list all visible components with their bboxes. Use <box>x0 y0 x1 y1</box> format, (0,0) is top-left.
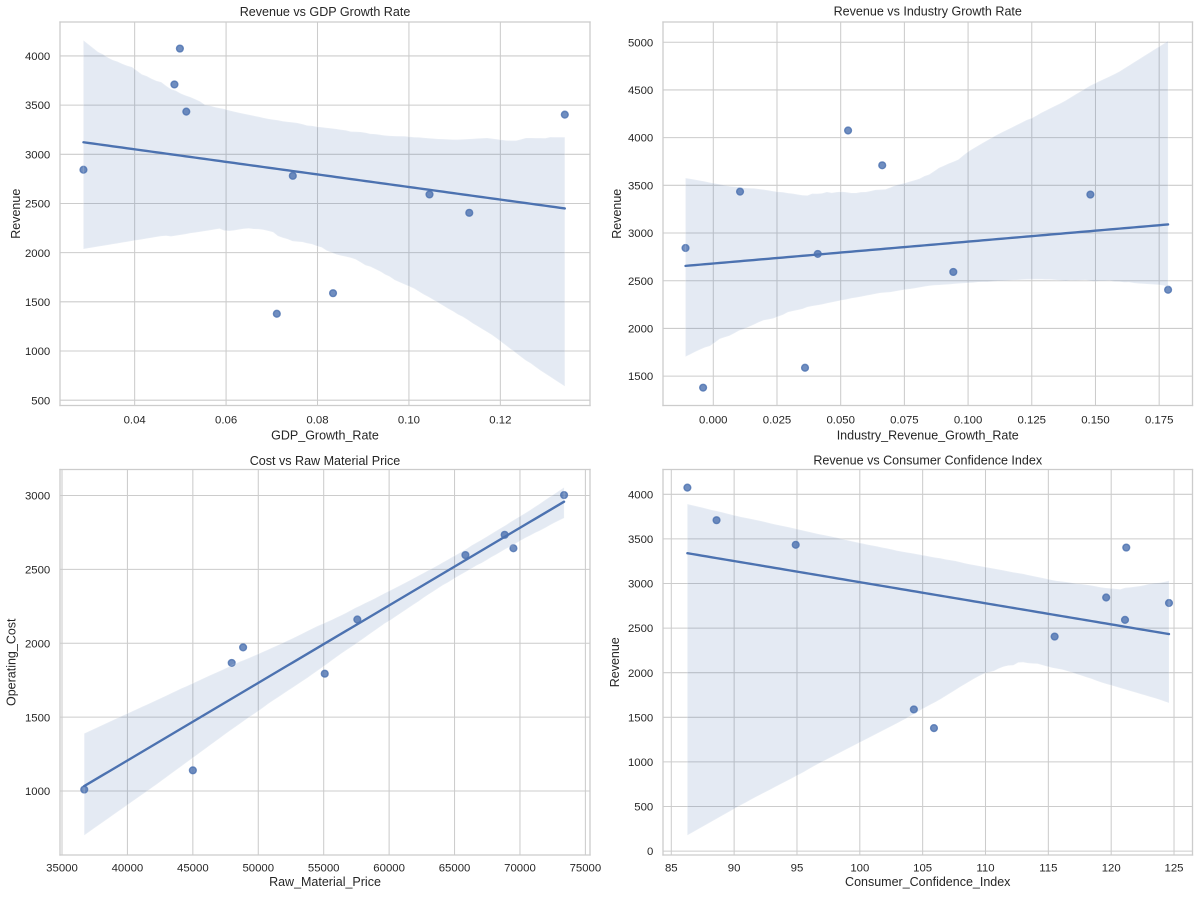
svg-text:Revenue vs Industry Growth Rat: Revenue vs Industry Growth Rate <box>834 5 1022 19</box>
svg-text:0.100: 0.100 <box>954 414 982 426</box>
svg-text:0.12: 0.12 <box>489 414 511 426</box>
svg-text:Cost vs Raw Material Price: Cost vs Raw Material Price <box>250 454 401 468</box>
svg-text:1000: 1000 <box>628 757 653 769</box>
svg-text:0.150: 0.150 <box>1081 414 1109 426</box>
svg-text:0: 0 <box>647 846 653 858</box>
svg-text:Revenue: Revenue <box>610 189 624 239</box>
svg-text:3500: 3500 <box>25 100 50 112</box>
svg-text:1000: 1000 <box>25 346 50 358</box>
svg-text:1500: 1500 <box>25 712 50 724</box>
svg-text:3500: 3500 <box>628 180 653 192</box>
svg-text:1000: 1000 <box>25 786 50 798</box>
svg-text:2000: 2000 <box>25 248 50 260</box>
svg-text:115: 115 <box>1039 862 1057 874</box>
svg-text:0.175: 0.175 <box>1145 414 1173 426</box>
svg-text:4000: 4000 <box>25 51 50 63</box>
svg-text:45000: 45000 <box>177 862 209 874</box>
svg-text:60000: 60000 <box>373 862 405 874</box>
svg-text:90: 90 <box>728 862 741 874</box>
svg-text:3000: 3000 <box>628 228 653 240</box>
svg-text:Revenue vs GDP Growth Rate: Revenue vs GDP Growth Rate <box>240 5 411 19</box>
svg-text:Consumer_Confidence_Index: Consumer_Confidence_Index <box>845 875 1011 889</box>
svg-text:2500: 2500 <box>25 199 50 211</box>
svg-text:0.125: 0.125 <box>1018 414 1046 426</box>
svg-text:Revenue vs Consumer Confidence: Revenue vs Consumer Confidence Index <box>813 454 1042 468</box>
svg-text:40000: 40000 <box>112 862 144 874</box>
svg-text:GDP_Growth_Rate: GDP_Growth_Rate <box>271 429 379 443</box>
svg-text:0.04: 0.04 <box>124 414 146 426</box>
svg-text:2000: 2000 <box>628 324 653 336</box>
svg-text:4000: 4000 <box>628 133 653 145</box>
svg-text:0.10: 0.10 <box>398 414 420 426</box>
svg-text:4500: 4500 <box>628 85 653 97</box>
svg-text:110: 110 <box>976 862 994 874</box>
svg-text:70000: 70000 <box>504 862 536 874</box>
svg-text:Operating_Cost: Operating_Cost <box>4 618 18 706</box>
svg-text:3000: 3000 <box>25 149 50 161</box>
svg-text:65000: 65000 <box>439 862 471 874</box>
svg-text:55000: 55000 <box>308 862 340 874</box>
svg-text:0.025: 0.025 <box>763 414 791 426</box>
svg-text:105: 105 <box>913 862 932 874</box>
svg-text:0.08: 0.08 <box>306 414 328 426</box>
svg-text:Revenue: Revenue <box>9 189 23 239</box>
svg-text:2000: 2000 <box>25 638 50 650</box>
svg-text:2500: 2500 <box>25 565 50 577</box>
svg-text:120: 120 <box>1102 862 1121 874</box>
svg-text:2500: 2500 <box>628 623 653 635</box>
svg-text:75000: 75000 <box>570 862 602 874</box>
svg-text:35000: 35000 <box>46 862 78 874</box>
svg-text:1500: 1500 <box>628 371 653 383</box>
svg-text:Raw_Material_Price: Raw_Material_Price <box>269 875 381 889</box>
svg-text:0.06: 0.06 <box>215 414 237 426</box>
svg-text:0.075: 0.075 <box>890 414 918 426</box>
svg-text:3000: 3000 <box>25 491 50 503</box>
svg-text:5000: 5000 <box>628 37 653 49</box>
svg-text:0.050: 0.050 <box>826 414 854 426</box>
svg-text:85: 85 <box>665 862 678 874</box>
svg-text:2000: 2000 <box>628 668 653 680</box>
svg-text:95: 95 <box>791 862 804 874</box>
svg-text:100: 100 <box>850 862 869 874</box>
svg-text:500: 500 <box>31 395 50 407</box>
svg-text:3000: 3000 <box>628 579 653 591</box>
svg-text:1500: 1500 <box>25 297 50 309</box>
svg-text:Revenue: Revenue <box>608 637 622 687</box>
svg-text:50000: 50000 <box>242 862 274 874</box>
svg-text:4000: 4000 <box>628 489 653 501</box>
svg-text:1500: 1500 <box>628 712 653 724</box>
svg-text:3500: 3500 <box>628 534 653 546</box>
svg-text:Industry_Revenue_Growth_Rate: Industry_Revenue_Growth_Rate <box>837 429 1019 443</box>
svg-text:125: 125 <box>1165 862 1184 874</box>
svg-text:500: 500 <box>634 802 653 814</box>
svg-text:0.000: 0.000 <box>699 414 727 426</box>
svg-text:2500: 2500 <box>628 276 653 288</box>
